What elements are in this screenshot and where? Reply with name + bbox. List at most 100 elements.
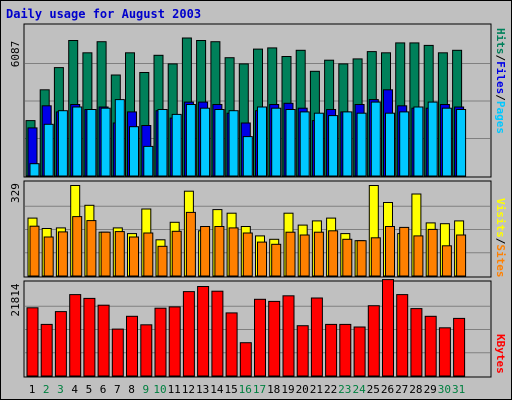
bar-kbytes-day-14 bbox=[211, 290, 224, 377]
bar-sites-day-20 bbox=[299, 234, 310, 277]
legend-kbytes-label: KBytes bbox=[494, 334, 507, 374]
bar-kbytes-day-8 bbox=[126, 315, 138, 377]
day-label: 21 bbox=[310, 383, 323, 396]
bar-pages-day-1 bbox=[29, 163, 40, 177]
bar-sites-day-7 bbox=[114, 231, 125, 277]
bar-sites-day-27 bbox=[399, 226, 410, 277]
bar-sites-day-10 bbox=[157, 245, 168, 277]
day-label: 13 bbox=[196, 383, 209, 396]
bar-sites-day-3 bbox=[57, 231, 68, 277]
bar-pages-day-11 bbox=[171, 113, 182, 177]
bar-pages-day-27 bbox=[399, 111, 410, 177]
legend-sep-2: / bbox=[494, 94, 507, 101]
bar-sites-day-31 bbox=[456, 234, 467, 277]
bar-sites-day-9 bbox=[143, 232, 154, 277]
bar-pages-day-19 bbox=[285, 109, 296, 177]
day-label: 27 bbox=[395, 383, 408, 396]
day-label: 4 bbox=[71, 383, 78, 396]
bar-kbytes-day-20 bbox=[296, 325, 309, 377]
bar-sites-day-4 bbox=[72, 216, 83, 277]
bar-sites-day-13 bbox=[200, 226, 211, 277]
bar-pages-day-21 bbox=[313, 112, 324, 177]
day-label: 3 bbox=[57, 383, 64, 396]
bar-kbytes-day-25 bbox=[367, 305, 380, 377]
legend-hits: Hits bbox=[494, 28, 507, 55]
bar-sites-day-24 bbox=[356, 240, 367, 277]
bar-sites-day-2 bbox=[43, 236, 54, 277]
bar-kbytes-day-21 bbox=[310, 297, 323, 377]
day-label: 16 bbox=[239, 383, 252, 396]
y-max-label-hits: 6087 bbox=[9, 41, 22, 68]
legend-pages: Pages bbox=[494, 101, 507, 134]
day-label: 8 bbox=[128, 383, 135, 396]
bar-pages-day-16 bbox=[242, 136, 253, 177]
bar-pages-day-9 bbox=[143, 145, 154, 177]
bar-kbytes-day-6 bbox=[97, 304, 110, 377]
bar-kbytes-day-24 bbox=[353, 326, 366, 377]
bar-pages-day-15 bbox=[228, 110, 239, 177]
legend-visits-sites: Visits/Sites bbox=[494, 198, 507, 278]
bar-sites-day-19 bbox=[285, 231, 296, 277]
bar-kbytes-day-12 bbox=[182, 291, 195, 377]
bar-sites-day-1 bbox=[29, 225, 40, 277]
day-label: 29 bbox=[424, 383, 437, 396]
bar-sites-day-29 bbox=[427, 228, 438, 277]
bar-sites-day-5 bbox=[86, 220, 97, 277]
bar-kbytes-day-26 bbox=[382, 279, 394, 377]
day-label: 5 bbox=[86, 383, 93, 396]
bar-kbytes-day-13 bbox=[197, 286, 210, 377]
chart-title: Daily usage for August 2003 bbox=[6, 7, 202, 21]
day-label: 26 bbox=[381, 383, 394, 396]
day-label: 1 bbox=[29, 383, 36, 396]
legend-sep-3: / bbox=[494, 238, 507, 245]
day-label: 14 bbox=[210, 383, 224, 396]
bar-sites-day-28 bbox=[413, 235, 424, 277]
legend-sep-1: / bbox=[494, 55, 507, 62]
bar-kbytes-day-7 bbox=[111, 328, 124, 377]
bar-kbytes-day-16 bbox=[239, 342, 252, 377]
bar-kbytes-day-9 bbox=[140, 324, 153, 377]
legend-kbytes: KBytes bbox=[494, 334, 507, 374]
bar-kbytes-day-22 bbox=[325, 323, 338, 377]
bar-kbytes-day-28 bbox=[410, 308, 423, 377]
bar-kbytes-day-17 bbox=[254, 298, 266, 377]
legend-visits: Visits bbox=[494, 198, 507, 238]
day-label: 7 bbox=[114, 383, 121, 396]
bar-kbytes-day-10 bbox=[154, 307, 167, 377]
day-label: 6 bbox=[100, 383, 107, 396]
day-label: 15 bbox=[224, 383, 237, 396]
bar-sites-day-25 bbox=[370, 237, 381, 277]
bar-pages-day-5 bbox=[86, 109, 97, 177]
bar-pages-day-20 bbox=[299, 111, 310, 177]
bar-pages-day-28 bbox=[413, 106, 424, 177]
bar-kbytes-day-27 bbox=[396, 294, 409, 377]
bar-kbytes-day-29 bbox=[424, 315, 437, 377]
bar-sites-day-6 bbox=[100, 231, 111, 277]
bar-pages-day-7 bbox=[114, 99, 125, 177]
bar-sites-day-18 bbox=[271, 243, 282, 277]
day-label: 23 bbox=[338, 383, 351, 396]
day-labels: 1 2 3 4 5 6 7 8 9 10 11 12 13 14 15 16 17 18 19 20 21 22 23 24 2… bbox=[29, 383, 466, 396]
bar-kbytes-day-1 bbox=[26, 307, 39, 377]
legend-hits-files-pages: Hits/Files/Pages bbox=[494, 28, 507, 134]
bar-pages-day-26 bbox=[385, 112, 395, 177]
bar-pages-day-14 bbox=[214, 109, 225, 177]
bar-kbytes-day-31 bbox=[453, 317, 466, 377]
bar-sites-day-12 bbox=[185, 211, 196, 277]
bar-kbytes-day-5 bbox=[83, 297, 96, 377]
bar-pages-day-30 bbox=[441, 107, 452, 177]
bar-sites-day-21 bbox=[313, 231, 324, 277]
day-label: 12 bbox=[182, 383, 195, 396]
bar-pages-day-10 bbox=[157, 109, 168, 177]
bar-sites-day-11 bbox=[171, 230, 182, 277]
bar-sites-day-17 bbox=[257, 241, 267, 277]
bar-pages-day-8 bbox=[129, 126, 139, 177]
bars bbox=[25, 37, 467, 377]
day-label: 2 bbox=[43, 383, 50, 396]
bar-kbytes-day-23 bbox=[339, 323, 352, 377]
day-label: 22 bbox=[324, 383, 337, 396]
bar-sites-day-26 bbox=[385, 226, 395, 277]
day-label: 19 bbox=[281, 383, 294, 396]
y-max-label-visits: 329 bbox=[9, 183, 22, 203]
